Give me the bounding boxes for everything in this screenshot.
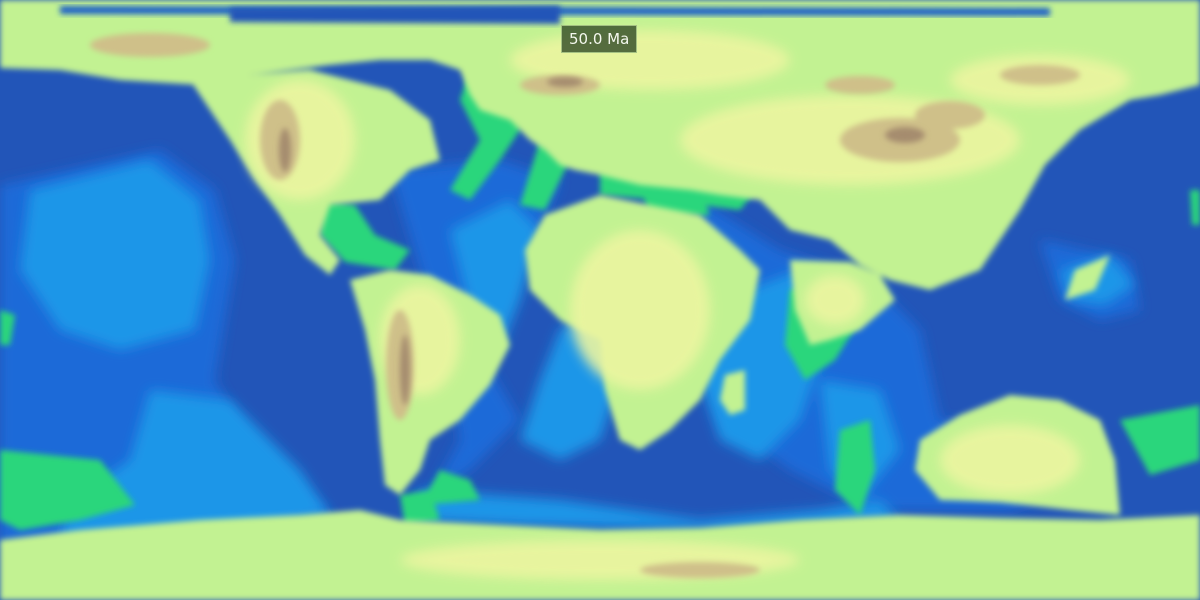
arctic-sea-east bbox=[230, 6, 560, 24]
time-label: 50.0 Ma bbox=[561, 25, 637, 53]
